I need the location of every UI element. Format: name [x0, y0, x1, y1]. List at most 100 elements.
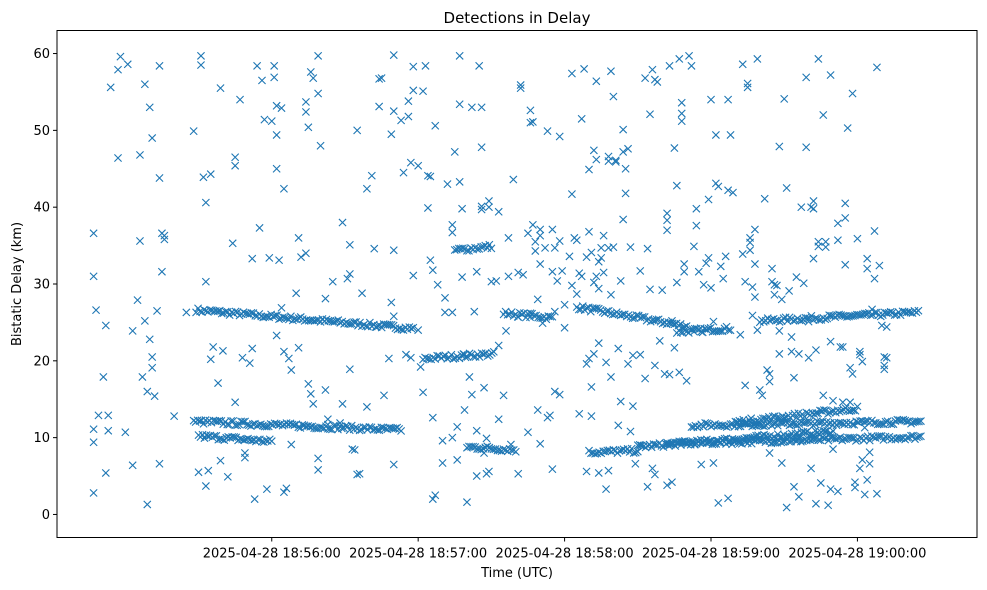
data-point: [414, 326, 423, 335]
data-point: [685, 51, 694, 60]
data-point: [746, 246, 755, 255]
data-point: [807, 203, 816, 212]
data-point: [704, 253, 713, 262]
data-point: [655, 336, 664, 345]
data-point: [792, 273, 801, 282]
data-point: [475, 61, 484, 70]
data-point: [648, 464, 657, 473]
data-point: [503, 310, 512, 319]
data-point: [267, 117, 276, 126]
data-point: [453, 455, 462, 464]
data-point: [373, 425, 382, 434]
data-point: [809, 204, 818, 213]
data-point: [724, 494, 733, 503]
data-point: [375, 102, 384, 111]
data-point: [359, 423, 368, 432]
data-point: [881, 417, 890, 426]
data-point: [128, 461, 137, 470]
data-point: [346, 319, 355, 328]
data-point: [275, 315, 284, 324]
data-point: [206, 355, 215, 364]
data-point: [89, 272, 98, 281]
data-point: [779, 437, 788, 446]
data-point: [677, 98, 686, 107]
data-point: [619, 147, 628, 156]
data-point: [438, 436, 447, 445]
data-point: [423, 171, 432, 180]
data-point: [580, 64, 589, 73]
data-point: [301, 107, 310, 116]
data-point: [338, 218, 347, 227]
data-point: [304, 123, 313, 132]
data-point: [377, 74, 386, 83]
data-point: [604, 466, 613, 475]
data-point: [602, 485, 611, 494]
data-point: [785, 286, 794, 295]
data-point: [239, 417, 248, 426]
data-point: [484, 197, 493, 206]
data-point: [389, 312, 398, 321]
y-axis-label: Bistatic Delay (km): [10, 222, 25, 346]
data-point: [409, 271, 418, 280]
data-point: [284, 354, 293, 363]
data-point: [267, 437, 276, 446]
data-point: [807, 311, 816, 320]
data-point: [502, 326, 511, 335]
data-point: [667, 316, 676, 325]
data-point: [448, 228, 457, 237]
data-point: [809, 434, 818, 443]
data-point: [257, 76, 266, 85]
data-point: [384, 354, 393, 363]
data-point: [323, 420, 332, 429]
data-point: [833, 236, 842, 245]
data-point: [143, 500, 152, 509]
data-point: [462, 246, 471, 255]
data-point: [533, 405, 542, 414]
data-point: [314, 51, 323, 60]
data-point: [123, 60, 132, 69]
data-point: [777, 458, 786, 467]
data-point: [548, 225, 557, 234]
data-point: [589, 349, 598, 358]
data-point: [848, 89, 857, 98]
data-point: [652, 315, 661, 324]
data-point: [475, 353, 484, 362]
data-point: [328, 277, 337, 286]
data-point: [480, 449, 489, 457]
data-point: [462, 498, 471, 507]
data-point: [531, 237, 540, 246]
data-point: [480, 383, 489, 392]
data-point: [890, 311, 899, 320]
data-point: [287, 366, 296, 375]
data-point: [106, 83, 115, 92]
data-point: [660, 318, 669, 327]
data-point: [836, 343, 845, 351]
data-point: [148, 363, 157, 372]
data-point: [472, 426, 481, 435]
data-point: [389, 246, 398, 255]
data-point: [818, 433, 827, 442]
data-point: [406, 353, 415, 362]
data-point: [279, 184, 288, 193]
data-point: [628, 351, 637, 360]
data-point: [765, 377, 774, 386]
data-point: [155, 174, 164, 182]
data-point: [808, 409, 817, 418]
data-point: [794, 349, 803, 358]
y-tick-label: 10: [33, 431, 50, 446]
data-point: [697, 327, 706, 336]
data-point: [587, 248, 596, 257]
data-point: [314, 89, 323, 98]
data-point: [592, 155, 601, 164]
data-point: [209, 343, 218, 351]
data-point: [624, 144, 633, 153]
data-point: [848, 433, 857, 442]
y-tick-label: 0: [42, 508, 50, 523]
data-point: [472, 267, 481, 276]
data-point: [477, 205, 486, 214]
data-point: [104, 411, 113, 420]
data-point: [771, 438, 780, 447]
data-point: [201, 482, 210, 491]
data-point: [499, 391, 508, 400]
data-point: [273, 311, 282, 320]
